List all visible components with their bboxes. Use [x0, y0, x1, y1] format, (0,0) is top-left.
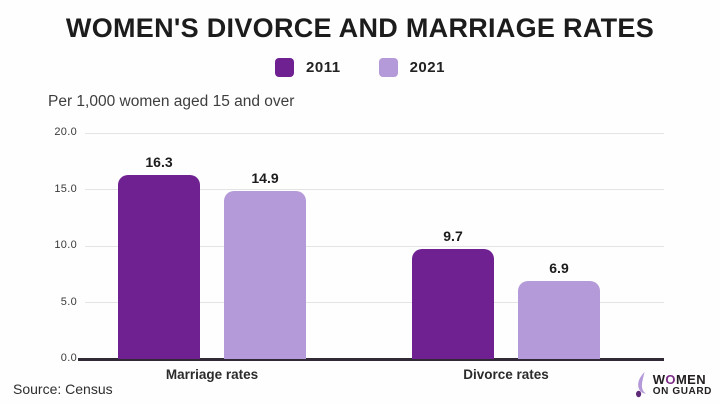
gridline [85, 189, 664, 190]
y-tick-label: 20.0 [54, 126, 77, 138]
gridline [85, 302, 664, 303]
legend-swatch-2011 [275, 58, 295, 77]
bar-2011-divorce-rates [412, 249, 494, 359]
legend: 2011 2021 [0, 58, 720, 77]
x-axis-line [78, 358, 664, 361]
legend-swatch-2021 [378, 58, 398, 77]
bar-value-label: 14.9 [251, 170, 279, 186]
chart-title: WOMEN'S DIVORCE AND MARRIAGE RATES [65, 13, 655, 43]
woman-icon [635, 372, 646, 398]
brand-logo-line1: WOMEN [652, 371, 707, 387]
legend-label-2021: 2021 [409, 59, 445, 76]
bar-2021-divorce-rates [518, 281, 600, 359]
x-category-label: Divorce rates [463, 367, 549, 382]
y-tick-label: 0.0 [60, 352, 77, 364]
venus-o-glyph: O [665, 371, 676, 387]
gridline [85, 132, 664, 134]
bar-2011-marriage-rates [118, 175, 200, 359]
legend-label-2011: 2011 [306, 59, 341, 76]
y-tick-label: 10.0 [54, 239, 77, 251]
gridline [85, 245, 664, 247]
brand-logo-line2: ON GUARD [652, 385, 712, 397]
source-note: Source: Census [13, 381, 113, 397]
y-tick-label: 5.0 [60, 295, 77, 308]
chart-subtitle: Per 1,000 women aged 15 and over [48, 93, 295, 110]
bar-value-label: 9.7 [443, 228, 463, 244]
bar-2021-marriage-rates [224, 191, 306, 359]
y-tick-label: 15.0 [54, 182, 77, 195]
bar-chart: 0.0 5.0 10.0 15.0 20.0 16.3 14.9 Marriage rates… [54, 126, 664, 382]
bar-value-label: 16.3 [145, 154, 173, 170]
bar-value-label: 6.9 [549, 260, 569, 276]
brand-logo-text: WOMEN ON GUARD [653, 373, 712, 397]
brand-logo: WOMEN ON GUARD [634, 371, 712, 398]
x-category-label: Marriage rates [165, 367, 259, 382]
